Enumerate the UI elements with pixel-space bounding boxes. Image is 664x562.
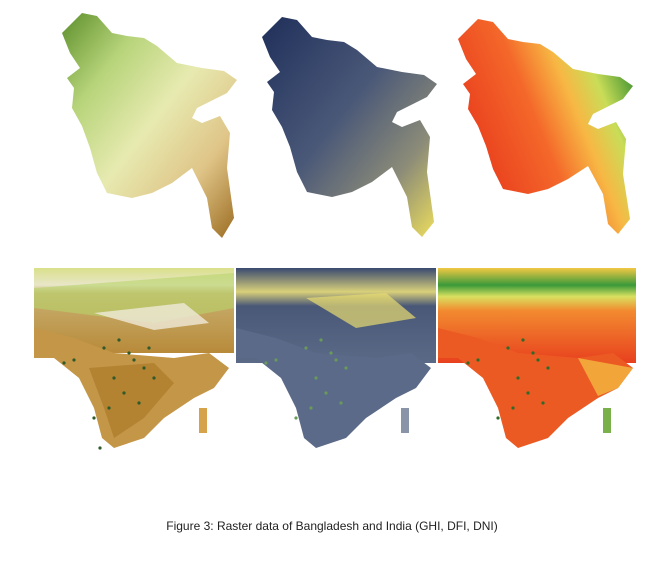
- india-ghi-map: [34, 268, 234, 468]
- india-dfi-map: [236, 268, 436, 468]
- india-dni-map: [438, 268, 636, 468]
- bangladesh-ghi-map: [52, 8, 242, 243]
- bangladesh-dfi-map: [252, 12, 442, 242]
- figure-caption: Figure 3: Raster data of Bangladesh and …: [166, 519, 498, 533]
- bangladesh-dni-map: [448, 14, 638, 239]
